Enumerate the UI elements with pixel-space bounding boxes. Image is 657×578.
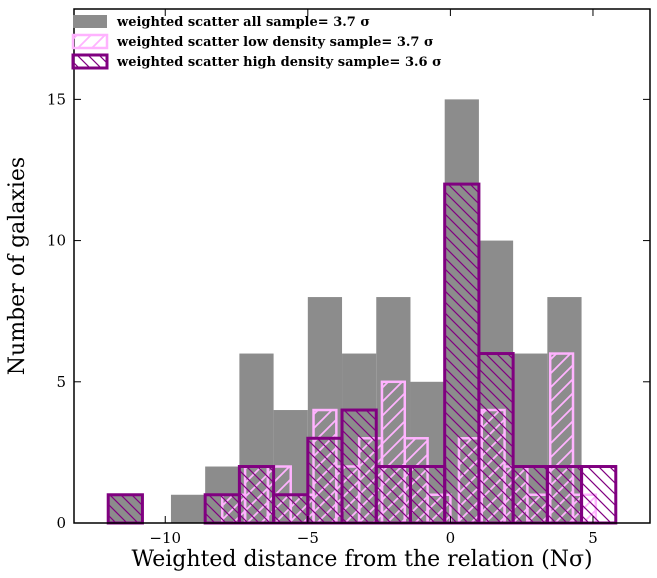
plot-frame xyxy=(73,8,651,524)
bar-high-1 xyxy=(203,493,241,525)
legend-swatch-all xyxy=(73,15,107,28)
legend-label-high: weighted scatter high density sample= 3.… xyxy=(116,55,442,70)
legend-swatch-low xyxy=(71,33,109,50)
y-tick-label-2: 10 xyxy=(47,232,66,250)
legend-label-all: weighted scatter all sample= 3.7 σ xyxy=(116,15,370,30)
bar-high-9 xyxy=(477,352,515,525)
legend-label-low: weighted scatter low density sample= 3.7… xyxy=(116,35,434,50)
y-tick-label-3: 15 xyxy=(47,90,66,108)
x-axis-title: Weighted distance from the relation (Nσ) xyxy=(131,547,592,572)
bar-high-6 xyxy=(374,465,412,525)
bar-high-3 xyxy=(272,493,310,525)
y-tick-label-0: 0 xyxy=(56,514,66,532)
x-tick-label-3: 5 xyxy=(588,529,598,547)
x-tick-label-1: −5 xyxy=(297,529,319,547)
bar-high-10 xyxy=(511,465,549,525)
x-tick-label-0: −10 xyxy=(149,529,181,547)
legend-swatch-high xyxy=(71,53,109,70)
x-tick-label-2: 0 xyxy=(446,529,456,547)
bar-high-2 xyxy=(237,465,276,525)
bar-high-12 xyxy=(580,465,618,525)
bar-high-7 xyxy=(408,465,447,525)
bar-high-8 xyxy=(443,182,481,525)
bar-all-1 xyxy=(170,494,206,523)
bar-high-4 xyxy=(306,436,344,525)
bar-high-0 xyxy=(106,493,144,525)
y-axis-title: Number of galaxies xyxy=(5,157,30,375)
bar-high-5 xyxy=(340,408,378,525)
y-tick-label-1: 5 xyxy=(56,373,66,391)
bar-high-11 xyxy=(545,465,584,525)
